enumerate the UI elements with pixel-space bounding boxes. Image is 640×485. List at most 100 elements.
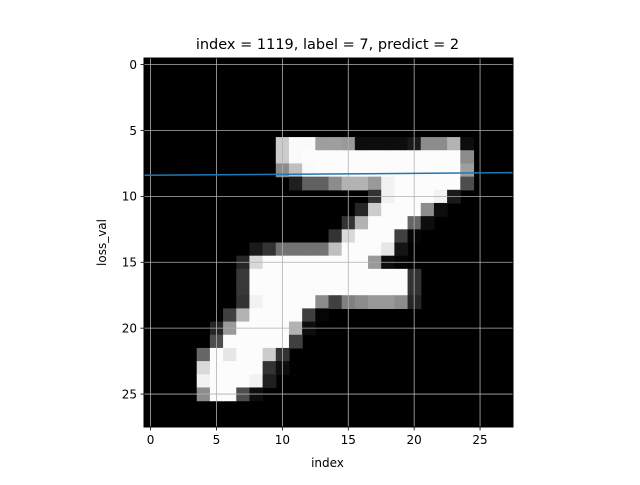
image-pixel	[302, 150, 316, 165]
image-pixel	[447, 137, 461, 151]
image-pixel	[354, 150, 369, 165]
image-pixel	[315, 137, 330, 151]
image-pixel	[381, 268, 395, 283]
line-series	[143, 171, 514, 177]
image-pixel	[394, 268, 409, 283]
image-pixel	[302, 308, 316, 323]
image-pixel	[249, 347, 264, 362]
image-pixel	[315, 308, 330, 323]
image-pixel	[196, 361, 211, 375]
chart-title: index = 1119, label = 7, predict = 2	[196, 37, 459, 53]
image-pixel	[420, 137, 435, 151]
image-pixel	[433, 137, 448, 151]
image-pixel	[262, 308, 277, 323]
image-pixel	[354, 282, 369, 296]
image-pixel	[381, 176, 395, 191]
image-pixel	[288, 308, 303, 323]
image-pixel	[328, 176, 343, 191]
image-pixel	[223, 374, 237, 389]
image-pixel	[354, 229, 369, 244]
image-pixel	[381, 137, 395, 151]
image-pixel	[328, 282, 343, 296]
image-pixel	[236, 295, 251, 309]
image-pixel	[328, 268, 343, 283]
y-tick-label: 10	[122, 190, 137, 204]
image-pixel	[368, 150, 382, 165]
image-pixel	[288, 176, 303, 191]
grid-lines	[144, 58, 513, 427]
image-pixel	[381, 295, 395, 309]
image-pixel	[288, 334, 303, 349]
image-pixel	[420, 163, 435, 178]
image-pixel	[394, 282, 409, 296]
image-pixel	[249, 295, 264, 309]
image-pixel	[223, 334, 237, 349]
line-series-layer	[143, 171, 514, 177]
image-pixel	[328, 242, 343, 257]
image-pixel	[315, 282, 330, 296]
image-pixel	[354, 202, 369, 217]
image-pixel	[328, 295, 343, 309]
image-pixel	[420, 202, 435, 217]
image-pixel	[262, 242, 277, 257]
x-axis-label: index	[311, 456, 344, 470]
image-pixel	[328, 229, 343, 244]
image-pixel	[223, 361, 237, 375]
y-axis-label: loss_val	[95, 219, 109, 266]
image-pixel	[381, 282, 395, 296]
image-pixel	[288, 163, 303, 178]
image-pixel	[288, 268, 303, 283]
image-pixel	[328, 163, 343, 178]
x-tick-label: 0	[147, 433, 155, 447]
image-pixel	[433, 163, 448, 178]
image-pixel	[354, 268, 369, 283]
image-pixel	[315, 295, 330, 309]
image-pixel	[381, 163, 395, 178]
image-pixel	[420, 176, 435, 191]
image-pixel	[328, 150, 343, 165]
image-pixel	[394, 150, 409, 165]
image-pixel	[236, 361, 251, 375]
image-pixel	[447, 150, 461, 165]
image-pixel	[354, 176, 369, 191]
image-pixel	[447, 163, 461, 178]
x-tick-label: 25	[472, 433, 487, 447]
y-tick-label: 5	[129, 124, 137, 138]
image-pixel	[302, 282, 316, 296]
image-pixel	[262, 295, 277, 309]
image-pixel	[315, 176, 330, 191]
image-pixel	[315, 163, 330, 178]
image-pixel	[315, 268, 330, 283]
x-tick-label: 15	[341, 433, 356, 447]
image-pixel	[447, 176, 461, 191]
x-tick-label: 5	[213, 433, 221, 447]
image-pixel	[262, 334, 277, 349]
image-pixel	[249, 361, 264, 375]
image-pixel	[433, 176, 448, 191]
image-pixel	[249, 282, 264, 296]
image-pixel	[354, 163, 369, 178]
image-pixel	[368, 295, 382, 309]
image-pixel	[302, 137, 316, 151]
image-pixel	[381, 242, 395, 257]
image-pixel	[288, 242, 303, 257]
image-pixel	[394, 295, 409, 309]
image-pixel	[368, 242, 382, 257]
x-tick-label: 20	[407, 433, 422, 447]
image-pixel	[302, 295, 316, 309]
image-pixel	[223, 308, 237, 323]
image-pixel	[236, 308, 251, 323]
image-pixel	[262, 282, 277, 296]
image-pixel	[249, 374, 264, 389]
image-pixel	[288, 282, 303, 296]
image-pixel	[420, 150, 435, 165]
image-pixel	[420, 216, 435, 230]
image-layer	[144, 58, 513, 427]
image-pixel	[236, 334, 251, 349]
y-tick-label: 0	[129, 58, 137, 72]
image-pixel	[394, 229, 409, 244]
image-pixel	[394, 176, 409, 191]
y-tick-label: 15	[122, 256, 137, 270]
